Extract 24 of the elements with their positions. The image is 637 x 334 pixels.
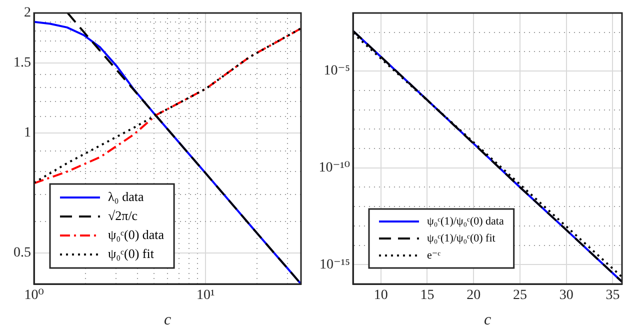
legend-label: √2π/c: [108, 208, 138, 223]
legend-label: ψ₀ᶜ(1)/ψ₀ᶜ(0) data: [427, 215, 504, 228]
y-tick-label: 1: [24, 126, 31, 141]
legend-label: ψ₀ᶜ(0) fit: [108, 246, 154, 261]
legend-label: ψ₀ᶜ(1)/ψ₀ᶜ(0) fit: [427, 232, 496, 244]
x-tick-label: 35: [606, 288, 620, 304]
y-tick-label: 1.5: [14, 55, 31, 70]
x-tick-label: 30: [559, 288, 574, 304]
x-axis-title: c: [484, 312, 492, 329]
legend-label: ψ₀ᶜ(0) data: [108, 226, 164, 242]
y-tick-label: 10⁻¹⁰: [318, 160, 350, 176]
y-tick-label: 2: [24, 6, 31, 21]
x-tick-label: 10¹: [196, 288, 215, 304]
x-tick-label: 25: [512, 288, 527, 304]
y-tick-label: 10⁻¹⁵: [320, 257, 350, 272]
legend-label: e⁻ᶜ: [427, 249, 441, 262]
y-tick-label: 10⁻⁵: [324, 64, 350, 79]
x-axis-title: c: [164, 312, 172, 329]
y-tick-label: 0.5: [14, 246, 31, 261]
x-tick-label: 10⁰: [24, 288, 44, 304]
legend-label: λ₀ data: [108, 188, 144, 204]
x-tick-label: 10: [374, 288, 388, 304]
x-tick-label: 15: [420, 288, 434, 304]
x-tick-label: 20: [466, 288, 481, 304]
